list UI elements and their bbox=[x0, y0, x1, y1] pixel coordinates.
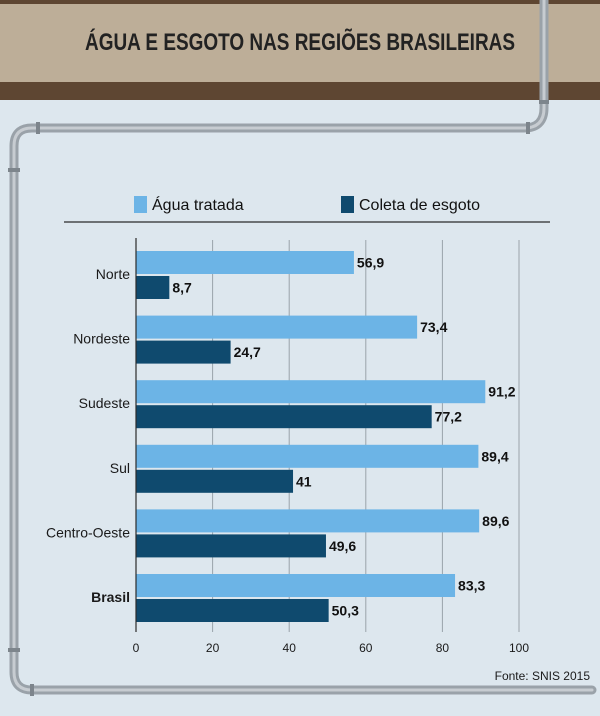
pipe-highlight bbox=[12, 0, 594, 692]
value-label: 89,6 bbox=[482, 513, 509, 529]
value-label: 50,3 bbox=[332, 603, 359, 619]
bar-chart: 56,9 8,7 73,4 24,7 91,2 77,2 89,4 41 89,6 49,6 83,… bbox=[46, 238, 529, 655]
pipe-joint bbox=[526, 122, 530, 134]
x-tick-label: 40 bbox=[283, 641, 297, 655]
bars: 56,9 8,7 73,4 24,7 91,2 77,2 89,4 41 89,6 49,6 83,… bbox=[136, 251, 516, 622]
category-label: Nordeste bbox=[73, 331, 130, 347]
pipe-joint bbox=[539, 100, 549, 104]
legend-label-esgoto: Coleta de esgoto bbox=[359, 197, 480, 214]
bar-coleta-esgoto bbox=[136, 534, 326, 558]
value-label: 83,3 bbox=[458, 578, 485, 594]
x-tick-label: 80 bbox=[436, 641, 450, 655]
bar-agua-tratada bbox=[136, 380, 486, 404]
banner-bottom-border bbox=[0, 82, 600, 100]
bar-coleta-esgoto bbox=[136, 276, 170, 299]
pipe-joint bbox=[36, 122, 40, 134]
value-label: 41 bbox=[296, 473, 312, 489]
bar-coleta-esgoto bbox=[136, 469, 294, 493]
x-tick-label: 100 bbox=[509, 641, 529, 655]
value-label: 73,4 bbox=[420, 319, 447, 335]
pipe-joint bbox=[8, 648, 20, 652]
value-label: 56,9 bbox=[357, 255, 384, 271]
category-label: Sudeste bbox=[79, 395, 131, 411]
bar-agua-tratada bbox=[136, 509, 480, 533]
pipe-joint bbox=[8, 168, 20, 172]
gridlines bbox=[212, 240, 520, 632]
category-label: Norte bbox=[96, 266, 130, 282]
legend-swatch-esgoto bbox=[341, 196, 354, 213]
banner-fill bbox=[0, 0, 600, 86]
x-tick-label: 0 bbox=[133, 641, 140, 655]
bar-coleta-esgoto bbox=[136, 340, 231, 364]
value-label: 89,4 bbox=[481, 448, 508, 464]
bar-agua-tratada bbox=[136, 574, 456, 597]
legend: Água tratada Coleta de esgoto bbox=[64, 195, 550, 223]
legend-swatch-agua bbox=[134, 196, 147, 213]
value-label: 24,7 bbox=[234, 344, 261, 360]
banner-top-border bbox=[0, 0, 600, 4]
value-label: 77,2 bbox=[435, 409, 462, 425]
x-axis-ticks: 0 20 40 60 80 100 bbox=[133, 641, 530, 655]
title-banner: ÁGUA E ESGOTO NAS REGIÕES BRASILEIRAS bbox=[0, 0, 600, 100]
category-label: Brasil bbox=[91, 589, 130, 605]
value-label: 8,7 bbox=[172, 280, 192, 296]
source-note: Fonte: SNIS 2015 bbox=[495, 669, 591, 683]
x-tick-label: 20 bbox=[206, 641, 220, 655]
value-label: 91,2 bbox=[488, 384, 515, 400]
value-label: 49,6 bbox=[329, 538, 356, 554]
bar-agua-tratada bbox=[136, 315, 418, 339]
bar-coleta-esgoto bbox=[136, 405, 432, 429]
category-label: Sul bbox=[110, 460, 130, 476]
chart-title: ÁGUA E ESGOTO NAS REGIÕES BRASILEIRAS bbox=[85, 28, 515, 56]
category-label: Centro-Oeste bbox=[46, 524, 130, 540]
bar-agua-tratada bbox=[136, 444, 479, 468]
category-labels: Norte Nordeste Sudeste Sul Centro-Oeste Brasi… bbox=[46, 266, 130, 605]
bar-coleta-esgoto bbox=[136, 599, 329, 622]
x-tick-label: 60 bbox=[359, 641, 373, 655]
bar-agua-tratada bbox=[136, 251, 354, 274]
pipe-frame bbox=[8, 0, 597, 696]
legend-label-agua: Água tratada bbox=[152, 195, 244, 214]
pipe-joint bbox=[30, 684, 34, 696]
